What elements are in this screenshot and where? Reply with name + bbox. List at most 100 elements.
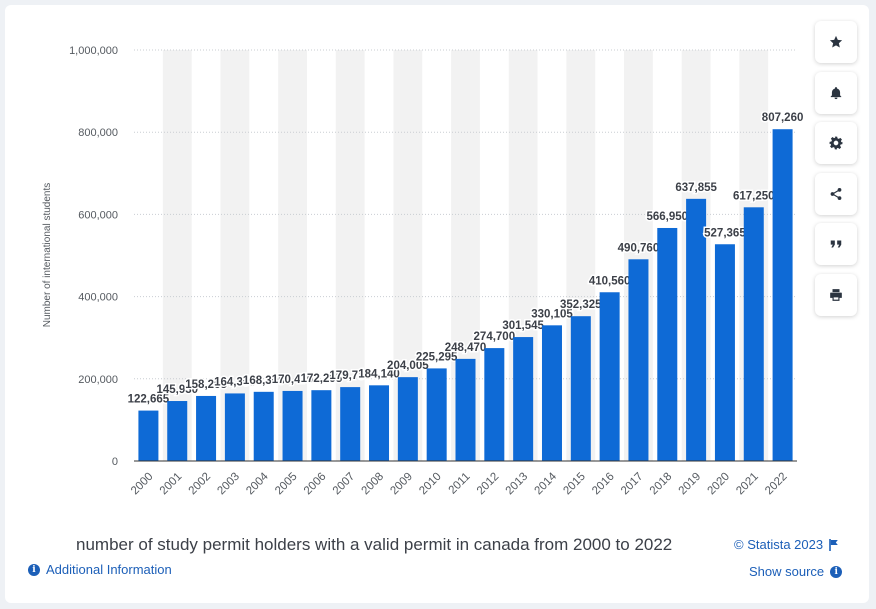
print-button[interactable]	[815, 273, 857, 316]
x-tick-label: 2004	[244, 470, 271, 497]
bar	[743, 207, 764, 461]
bell-icon	[830, 86, 842, 99]
data-label: 301,545	[502, 320, 544, 332]
data-label: 637,855	[675, 182, 717, 194]
bar	[369, 385, 390, 461]
bar	[772, 129, 793, 462]
background-band	[162, 50, 192, 461]
settings-button[interactable]	[815, 122, 857, 165]
notification-button[interactable]	[815, 71, 857, 114]
favorite-button[interactable]	[815, 21, 857, 63]
bar	[455, 358, 476, 461]
chart-title: number of study permit holders with a va…	[76, 535, 673, 554]
data-label: 225,295	[416, 351, 458, 363]
x-tick-label: 2002	[187, 471, 214, 498]
data-label: 184,140	[358, 368, 400, 380]
data-label: 170,470	[272, 374, 314, 386]
data-label: 410,560	[589, 275, 631, 287]
x-tick-label: 2005	[273, 471, 300, 498]
bar	[138, 410, 159, 461]
data-label: 158,265	[185, 379, 227, 391]
bar	[167, 401, 188, 461]
data-label: 168,305	[243, 375, 285, 387]
bar	[714, 244, 735, 461]
data-label: 490,760	[618, 242, 660, 254]
show-source-link[interactable]: Show source i	[749, 564, 843, 579]
x-tick-label: 2017	[619, 471, 646, 498]
bar	[541, 325, 562, 461]
share-button[interactable]	[815, 172, 857, 215]
bar	[311, 390, 332, 461]
additional-information-label: Additional Information	[46, 562, 172, 577]
star-icon	[829, 35, 843, 48]
x-tick-label: 2014	[533, 470, 560, 497]
data-label: 179,780	[329, 370, 371, 382]
y-tick-label: 800,000	[78, 127, 118, 139]
data-label: 807,260	[762, 112, 804, 124]
background-band	[220, 50, 250, 461]
copyright-text: © Statista 2023	[734, 537, 824, 552]
share-icon	[830, 187, 842, 200]
data-label: 566,950	[646, 211, 688, 223]
data-label: 527,365	[704, 227, 746, 239]
x-tick-label: 2010	[417, 471, 444, 498]
additional-information-link[interactable]: i Additional Information	[28, 562, 172, 577]
x-tick-label: 2021	[734, 471, 761, 498]
bar	[282, 390, 303, 461]
x-tick-label: 2013	[504, 471, 531, 498]
gear-icon	[829, 136, 843, 150]
bar	[570, 316, 591, 461]
chart-toolbar	[815, 21, 857, 325]
bar	[224, 393, 245, 461]
bar	[426, 368, 447, 461]
x-tick-label: 2022	[763, 471, 790, 498]
show-source-label: Show source	[749, 564, 825, 579]
data-label: 352,325	[560, 299, 602, 311]
copyright-link[interactable]: © Statista 2023	[734, 537, 839, 552]
data-label: 122,665	[128, 394, 170, 406]
data-label: 172,295	[301, 373, 343, 385]
y-axis-label: Number of international students	[42, 183, 53, 328]
data-label: 617,250	[733, 190, 775, 202]
quote-icon	[830, 240, 842, 248]
y-tick-label: 0	[112, 456, 118, 468]
x-tick-label: 2019	[677, 471, 704, 498]
bar	[253, 391, 274, 461]
bar	[484, 348, 505, 461]
x-tick-label: 2018	[648, 471, 675, 498]
bar	[340, 387, 361, 461]
print-icon	[830, 289, 842, 301]
data-label: 164,395	[214, 376, 256, 388]
x-tick-label: 2020	[705, 471, 732, 498]
bar	[686, 198, 707, 461]
y-tick-label: 1,000,000	[69, 45, 118, 57]
bar	[599, 292, 620, 461]
info-icon: i	[28, 563, 40, 576]
bar	[657, 227, 678, 461]
data-label: 145,930	[156, 384, 198, 396]
x-tick-label: 2000	[129, 471, 156, 498]
data-label: 204,005	[387, 360, 429, 372]
x-tick-label: 2016	[590, 471, 617, 498]
bar	[397, 377, 418, 461]
x-tick-label: 2008	[360, 471, 387, 498]
x-tick-label: 2009	[388, 471, 415, 498]
y-tick-label: 600,000	[78, 209, 118, 221]
x-tick-label: 2011	[447, 471, 473, 497]
x-tick-label: 2015	[561, 471, 588, 498]
bar	[513, 337, 534, 461]
info-icon: i	[830, 565, 843, 578]
data-label: 274,700	[474, 331, 516, 343]
x-tick-label: 2006	[302, 471, 329, 498]
y-tick-label: 200,000	[78, 374, 118, 386]
data-label: 330,105	[531, 308, 573, 320]
bar	[628, 259, 649, 461]
cite-button[interactable]	[815, 223, 857, 266]
x-tick-label: 2001	[158, 471, 185, 498]
x-tick-label: 2007	[331, 471, 358, 498]
data-label: 248,470	[445, 342, 487, 354]
bar	[196, 395, 217, 461]
y-tick-label: 400,000	[78, 292, 118, 304]
x-tick-label: 2012	[475, 471, 502, 498]
